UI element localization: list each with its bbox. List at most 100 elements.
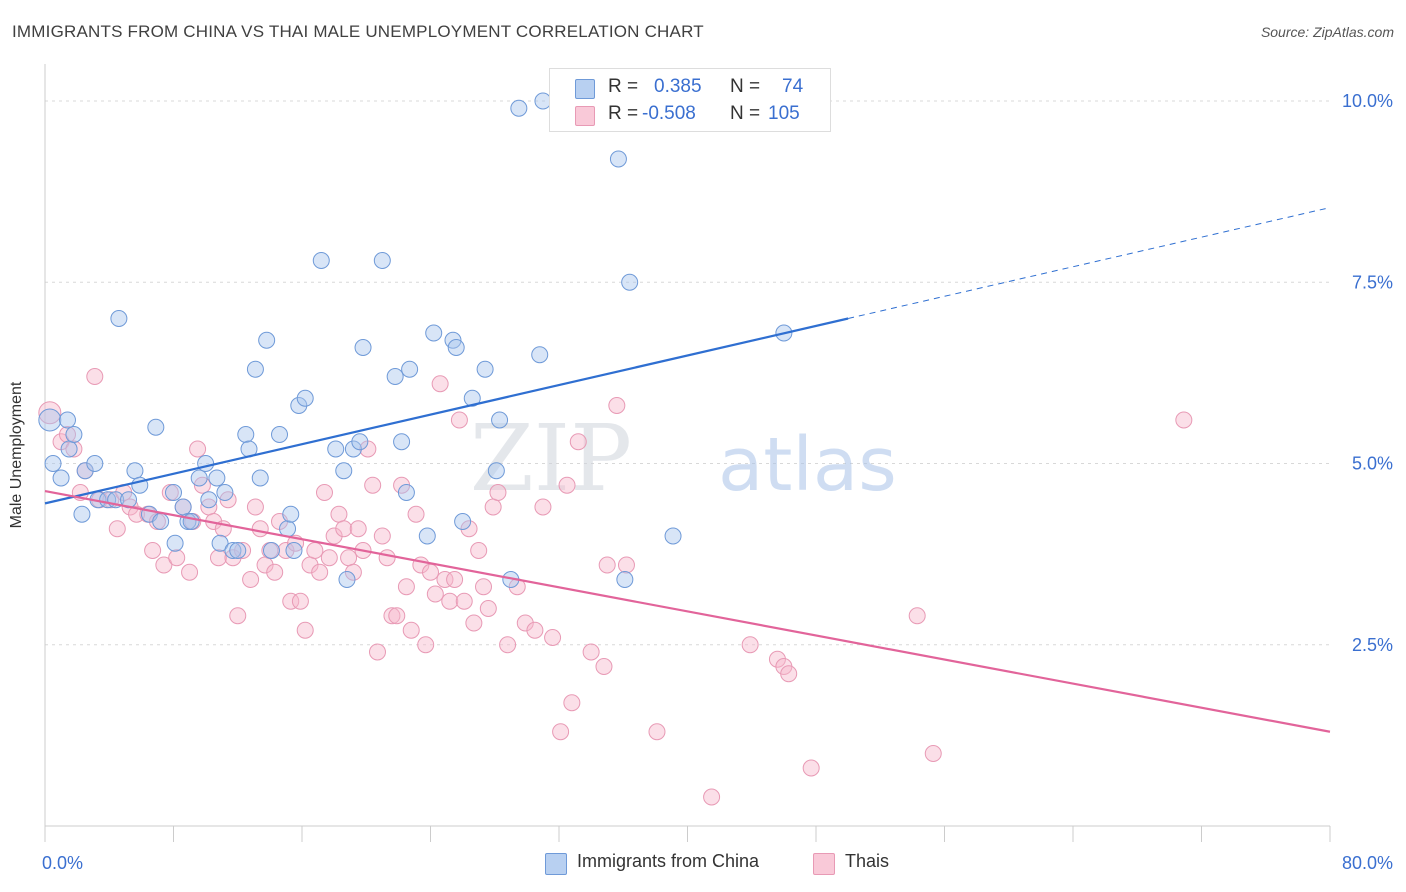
china-point [197, 455, 215, 472]
thais-point [383, 607, 401, 625]
thais-point [296, 621, 314, 639]
thais-point [144, 542, 162, 559]
china-point [38, 408, 62, 432]
thais-point [108, 520, 126, 538]
thais-point [315, 484, 333, 501]
china-point [401, 360, 419, 378]
china-point [351, 433, 369, 451]
legend-label: Thais [845, 851, 890, 871]
thais-point [344, 563, 362, 581]
thais-point [373, 527, 391, 545]
thais-point [209, 549, 227, 567]
correlation-legend: R = 0.385 N = 74 R = -0.508 N = 105 [549, 68, 831, 132]
china-point [237, 426, 255, 443]
thais-point [768, 650, 786, 668]
y-tick-label: 2.5% [1352, 635, 1393, 655]
china-point [224, 542, 242, 559]
thais-point [608, 397, 626, 414]
thais-point [311, 563, 329, 581]
china-point [425, 324, 443, 342]
china-point [200, 491, 218, 509]
r-label: R = [608, 76, 639, 97]
china-point [393, 433, 411, 451]
china-point [491, 411, 509, 429]
china-point [251, 469, 269, 487]
thais-point [563, 694, 581, 712]
china-point [338, 571, 356, 588]
thais-point [229, 607, 247, 625]
thais-point [340, 549, 358, 567]
thais-point [189, 440, 207, 458]
china-point [510, 99, 528, 117]
thais-point [741, 636, 759, 654]
thais-point [251, 520, 269, 538]
china-point [354, 339, 372, 356]
n-label: N = [730, 76, 761, 97]
china-point [152, 513, 170, 530]
thais-point [441, 592, 459, 610]
legend-row-thais: R = -0.508 N = 105 [550, 101, 830, 129]
legend-swatch-pink [813, 853, 835, 875]
china-point [76, 462, 94, 480]
n-label: N = [730, 103, 761, 124]
thais-point [617, 556, 635, 574]
y-tick-label: 5.0% [1352, 454, 1393, 474]
x-tick-label: 0.0% [42, 853, 83, 873]
thais-point [38, 401, 62, 425]
thais-point [598, 556, 616, 574]
thais-point [282, 592, 300, 610]
n-value: 74 [782, 76, 804, 97]
thais-point [65, 440, 83, 458]
thais-point [534, 498, 552, 516]
china-point [86, 455, 104, 472]
china-point [110, 310, 128, 327]
china-point [271, 426, 289, 443]
thais-point [479, 600, 497, 617]
china-point [296, 389, 314, 407]
thais-trend-line [44, 489, 1331, 733]
china-point [262, 542, 280, 559]
thais-point [364, 476, 382, 494]
thais-point [558, 476, 576, 494]
china-point [165, 484, 182, 501]
china-point [531, 346, 549, 364]
r-value: 0.385 [654, 76, 702, 97]
china-point [664, 527, 682, 545]
thais-point [526, 621, 544, 639]
thais-point [320, 549, 338, 567]
china-point [335, 462, 353, 480]
thais-point [155, 556, 173, 574]
china-point [73, 505, 91, 523]
china-point [166, 534, 184, 552]
china-point [182, 513, 200, 530]
thais-point [569, 433, 587, 451]
china-point [476, 360, 494, 378]
china-trend-line [44, 317, 849, 505]
thais-point [181, 563, 199, 581]
china-point [290, 397, 308, 414]
china-point [65, 426, 83, 443]
china-point [386, 368, 404, 385]
watermark-atlas: atlas [718, 422, 897, 508]
thais-point [234, 542, 252, 559]
china-point [258, 331, 276, 349]
china-point [126, 462, 144, 480]
thais-point [388, 607, 406, 625]
trend-lines [44, 207, 1331, 733]
thais-point [648, 723, 666, 741]
china-point [246, 360, 264, 378]
thais-point [368, 643, 386, 661]
thais-point [802, 759, 820, 777]
thais-point [924, 745, 942, 762]
thais-point [422, 563, 439, 581]
n-value: 105 [768, 103, 800, 124]
thais-point [780, 665, 798, 683]
series-legend: Immigrants from China Thais [0, 850, 1406, 880]
thais-point [168, 549, 186, 567]
thais-point [446, 571, 464, 588]
legend-label: Immigrants from China [577, 851, 760, 871]
x-tick-label: 80.0% [1342, 853, 1393, 873]
china-point [216, 484, 234, 501]
thais-point [516, 614, 534, 632]
chart-title: IMMIGRANTS FROM CHINA VS THAI MALE UNEMP… [12, 22, 704, 41]
